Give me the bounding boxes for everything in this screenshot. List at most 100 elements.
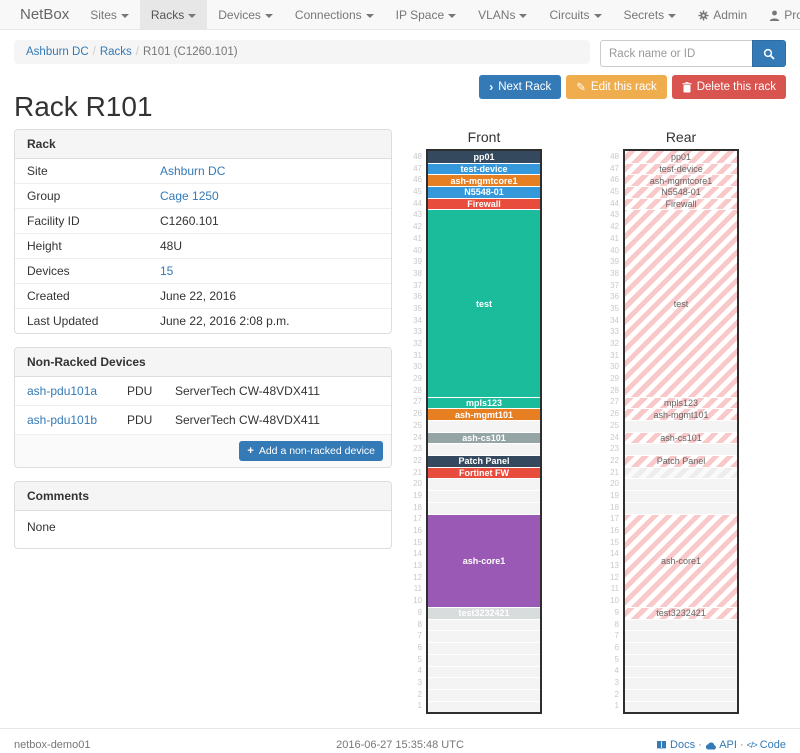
rack-device[interactable]: test-device xyxy=(428,162,540,175)
left-column: Rack Site Ashburn DC Group Cage 1250 Facilit… xyxy=(14,129,392,562)
rear-rack: pp01 test-device ash-mgmtcore1 N5548-01 Fire… xyxy=(623,149,739,715)
brand-logo[interactable]: NetBox xyxy=(20,6,70,23)
rack-device[interactable]: test3232421 xyxy=(428,607,540,619)
unit-number: 15 xyxy=(610,537,619,547)
table-row: ash-pdu101b PDU ServerTech CW-48VDX411 xyxy=(15,405,391,434)
unit-number: 1 xyxy=(614,701,619,711)
rack-device[interactable]: ash-cs101 xyxy=(428,431,540,444)
nav-item-profile[interactable]: Profile xyxy=(758,0,800,29)
rack-device[interactable]: ash-cs101 xyxy=(625,431,737,444)
unit-number: 2 xyxy=(417,689,422,699)
book-icon xyxy=(656,739,667,751)
search-input[interactable] xyxy=(600,40,752,67)
rack-device[interactable]: Patch Panel xyxy=(625,455,737,467)
footer-link-code[interactable]: </> Code xyxy=(747,739,786,751)
breadcrumb-separator: / xyxy=(135,46,139,58)
page-header: Rack R101 › Next Rack ✎ Edit this rack D… xyxy=(14,71,786,123)
delete-rack-button[interactable]: Delete this rack xyxy=(671,75,786,99)
attribute-link[interactable]: Cage 1250 xyxy=(160,189,219,203)
front-unit-numbers: 48 47 46 45 44 43 42 41 40 39 38 37 36 35 34 33 32 31 30 29… xyxy=(406,149,426,714)
rack-unit-empty xyxy=(625,642,737,654)
unit-number: 6 xyxy=(614,642,619,652)
rack-device[interactable]: test-device xyxy=(625,162,737,175)
device-link[interactable]: ash-pdu101b xyxy=(27,413,98,427)
rack-device[interactable]: N5548-01 xyxy=(428,186,540,198)
attribute-value: Cage 1250 xyxy=(160,184,391,208)
nav-item-ip-space[interactable]: IP Space xyxy=(385,0,467,29)
footer-timestamp: 2016-06-27 15:35:48 UTC xyxy=(336,739,464,752)
rear-elevation: Rear 48 47 46 45 44 43 42 41 40 39 38 37 36 35 34 33 32 3… xyxy=(603,129,739,715)
front-elevation: Front 48 47 46 45 44 43 42 41 40 39 38 37 36 35 34 33 32… xyxy=(406,129,542,715)
rack-device[interactable]: ash-mgmtcore1 xyxy=(625,174,737,187)
attribute-link[interactable]: Ashburn DC xyxy=(160,164,226,178)
nav-item-connections[interactable]: Connections xyxy=(284,0,385,29)
comments-panel: Comments None xyxy=(14,481,392,549)
footer-separator: · xyxy=(698,739,702,752)
rack-device[interactable]: ash-mgmt101 xyxy=(428,408,540,420)
rack-unit-empty xyxy=(625,665,737,678)
rack-device[interactable]: pp01 xyxy=(625,151,737,163)
device-link[interactable]: ash-pdu101a xyxy=(27,384,98,398)
nav-item-vlans[interactable]: VLANs xyxy=(467,0,538,29)
unit-number: 21 xyxy=(413,467,422,477)
device-role: PDU xyxy=(127,413,153,427)
rack-device[interactable]: test xyxy=(625,209,737,397)
rack-unit-empty xyxy=(428,420,540,432)
rack-device[interactable]: test3232421 xyxy=(625,607,737,619)
rack-panel: Rack Site Ashburn DC Group Cage 1250 Facilit… xyxy=(14,129,392,334)
attribute-link[interactable]: 15 xyxy=(160,264,174,278)
rack-device[interactable]: N5548-01 xyxy=(625,186,737,198)
rack-device[interactable]: ash-core1 xyxy=(428,513,540,608)
nav-item-secrets[interactable]: Secrets xyxy=(613,0,688,29)
unit-number: 45 xyxy=(610,187,619,197)
comments-body: None xyxy=(27,520,56,534)
rack-device[interactable]: ash-mgmtcore1 xyxy=(428,174,540,187)
rack-device[interactable]: Firewall xyxy=(625,197,737,210)
rack-device[interactable]: Patch Panel xyxy=(428,455,540,467)
rack-device[interactable]: test xyxy=(428,209,540,397)
rack-unit-empty xyxy=(625,443,737,456)
gear-icon xyxy=(698,0,709,30)
unit-number: 42 xyxy=(610,222,619,232)
chevron-down-icon xyxy=(365,13,374,18)
next-rack-button[interactable]: › Next Rack xyxy=(479,75,562,99)
rack-device[interactable]: ash-mgmt101 xyxy=(625,408,737,420)
search-button[interactable] xyxy=(752,40,786,67)
unit-number: 48 xyxy=(413,152,422,161)
unit-number: 33 xyxy=(610,327,619,337)
nav-item-devices[interactable]: Devices xyxy=(207,0,284,29)
attribute-value: C1260.101 xyxy=(160,214,219,228)
nav-item-racks[interactable]: Racks xyxy=(139,0,208,29)
rack-unit-empty xyxy=(625,688,737,701)
unit-number: 31 xyxy=(413,350,422,360)
rear-title: Rear xyxy=(665,129,697,145)
nav-item-sites[interactable]: Sites xyxy=(79,0,140,29)
rack-device[interactable] xyxy=(625,466,737,479)
nav-item-circuits[interactable]: Circuits xyxy=(538,0,612,29)
rack-device[interactable]: ash-core1 xyxy=(625,513,737,608)
breadcrumb-link[interactable]: Racks xyxy=(99,46,132,58)
rack-unit-empty xyxy=(625,653,737,666)
nav-item-admin[interactable]: Admin xyxy=(687,0,758,29)
edit-rack-button[interactable]: ✎ Edit this rack xyxy=(566,75,667,99)
unit-number: 10 xyxy=(610,596,619,606)
chevron-down-icon xyxy=(668,13,677,18)
rack-device[interactable]: pp01 xyxy=(428,151,540,163)
footer-separator: · xyxy=(739,739,744,752)
rack-device[interactable]: Firewall xyxy=(428,197,540,210)
footer-link-api[interactable]: API xyxy=(705,739,737,751)
attribute-label: Group xyxy=(27,189,61,203)
unit-number: 30 xyxy=(610,362,619,372)
unit-number: 24 xyxy=(413,432,422,442)
rack-unit-empty xyxy=(428,665,540,678)
device-model: ServerTech CW-48VDX411 xyxy=(175,413,320,427)
footer-link-docs[interactable]: Docs xyxy=(656,739,695,751)
breadcrumb-link[interactable]: Ashburn DC xyxy=(26,46,89,58)
non-racked-panel: Non-Racked Devices ash-pdu101a PDU ServerT… xyxy=(14,347,392,468)
rack-device[interactable]: mpls123 xyxy=(428,396,540,409)
device-name: ash-pdu101a xyxy=(15,377,127,405)
rack-device[interactable]: mpls123 xyxy=(625,396,737,409)
rack-unit-empty xyxy=(428,478,540,491)
add-non-racked-device-button[interactable]: + Add a non-racked device xyxy=(239,441,383,461)
rack-device[interactable]: Fortinet FW xyxy=(428,466,540,479)
